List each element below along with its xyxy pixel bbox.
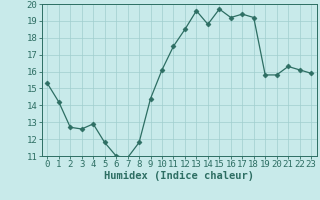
- X-axis label: Humidex (Indice chaleur): Humidex (Indice chaleur): [104, 171, 254, 181]
